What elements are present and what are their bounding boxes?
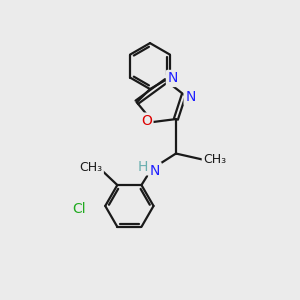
Text: N: N <box>167 71 178 85</box>
Text: H: H <box>137 160 148 174</box>
Text: Cl: Cl <box>72 202 86 216</box>
Text: CH₃: CH₃ <box>79 161 102 174</box>
Text: O: O <box>141 114 152 128</box>
Text: N: N <box>185 90 196 104</box>
Text: CH₃: CH₃ <box>203 153 226 166</box>
Text: N: N <box>150 164 160 178</box>
